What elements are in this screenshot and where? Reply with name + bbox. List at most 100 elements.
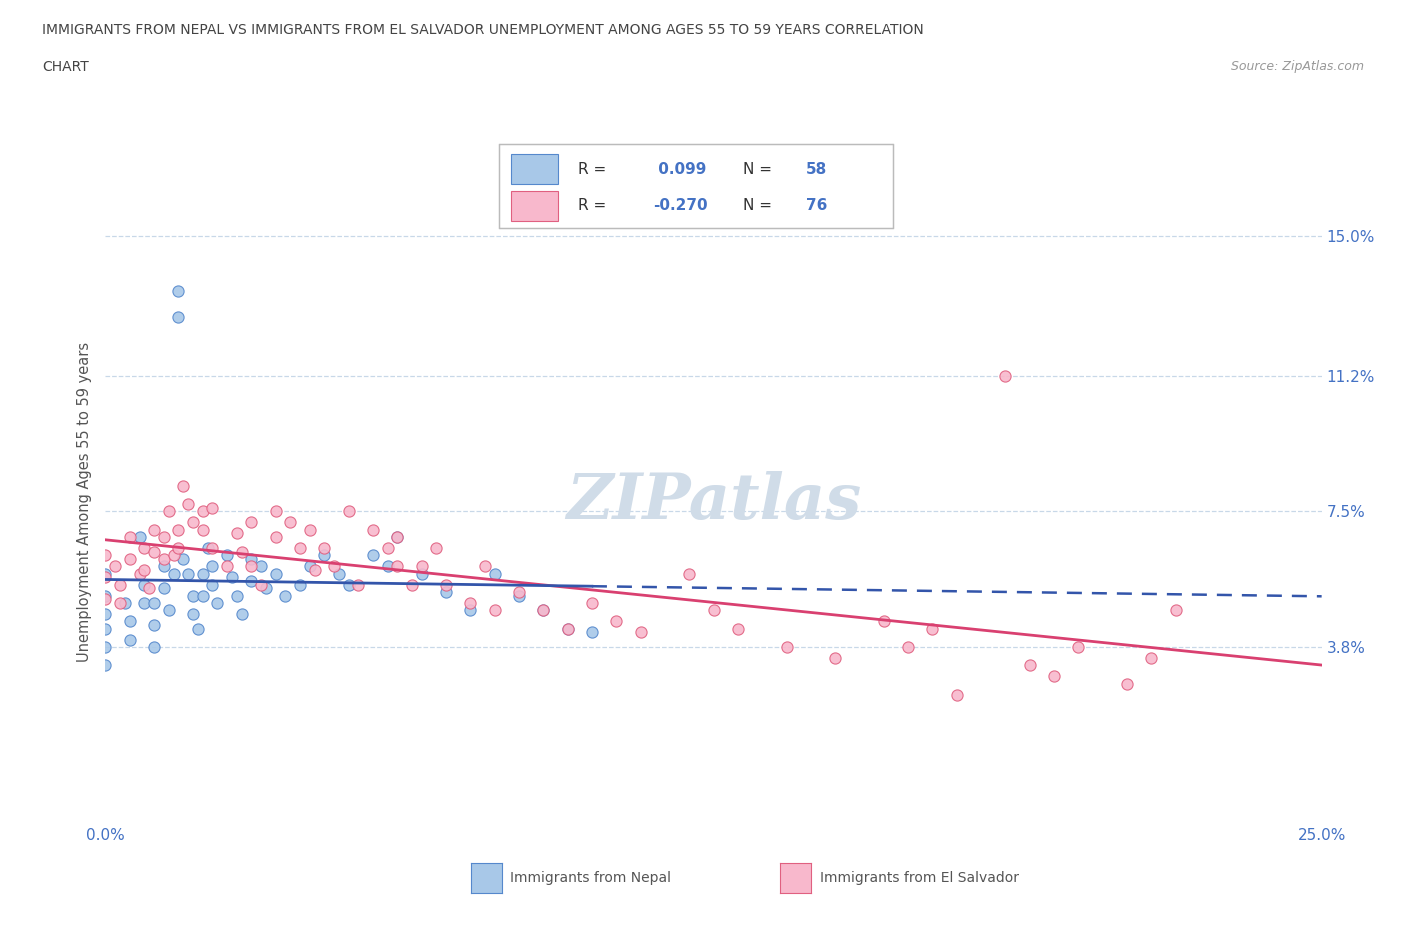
Text: Immigrants from El Salvador: Immigrants from El Salvador: [820, 870, 1019, 885]
Point: [361, 523, 384, 538]
Point: [167, 523, 190, 538]
Point: [181, 515, 204, 530]
Point: [274, 589, 297, 604]
Point: [337, 578, 360, 592]
Point: [181, 589, 204, 604]
Text: 0.099: 0.099: [652, 162, 706, 177]
Point: [134, 540, 156, 555]
Point: [531, 603, 554, 618]
Point: [153, 529, 176, 544]
Point: [298, 523, 321, 538]
Point: [921, 621, 943, 636]
Point: [1116, 676, 1139, 691]
Point: [508, 585, 530, 600]
Point: [94, 566, 117, 581]
Point: [221, 570, 243, 585]
Point: [225, 589, 247, 604]
Point: [531, 603, 554, 618]
Point: [172, 478, 194, 493]
Point: [162, 548, 184, 563]
Point: [157, 603, 180, 618]
Point: [94, 570, 117, 585]
Point: [702, 603, 725, 618]
Point: [240, 515, 263, 530]
Point: [134, 578, 156, 592]
Point: [138, 581, 160, 596]
Point: [201, 559, 224, 574]
Text: Source: ZipAtlas.com: Source: ZipAtlas.com: [1230, 60, 1364, 73]
Text: -0.270: -0.270: [652, 198, 707, 213]
Point: [191, 566, 214, 581]
Point: [377, 540, 399, 555]
Point: [557, 621, 579, 636]
Point: [240, 574, 263, 589]
Text: ZIPatlas: ZIPatlas: [567, 472, 860, 533]
Point: [118, 551, 141, 566]
Point: [143, 595, 166, 610]
Point: [104, 559, 127, 574]
Point: [254, 581, 277, 596]
Point: [217, 548, 239, 563]
Point: [605, 614, 627, 629]
Point: [153, 581, 176, 596]
Point: [314, 540, 336, 555]
FancyBboxPatch shape: [510, 154, 558, 184]
Point: [508, 589, 530, 604]
Point: [458, 603, 481, 618]
Point: [143, 618, 166, 632]
Y-axis label: Unemployment Among Ages 55 to 59 years: Unemployment Among Ages 55 to 59 years: [77, 342, 93, 662]
Point: [1043, 669, 1066, 684]
Point: [225, 526, 247, 541]
Point: [240, 551, 263, 566]
Point: [143, 523, 166, 538]
Point: [581, 625, 603, 640]
Point: [337, 504, 360, 519]
Point: [177, 566, 200, 581]
Point: [187, 621, 209, 636]
Point: [264, 529, 287, 544]
Point: [118, 529, 141, 544]
Point: [361, 548, 384, 563]
Point: [264, 504, 287, 519]
Point: [143, 640, 166, 655]
Point: [314, 548, 336, 563]
Point: [172, 551, 194, 566]
Point: [945, 687, 967, 702]
Point: [128, 566, 150, 581]
Point: [458, 595, 481, 610]
Point: [387, 529, 409, 544]
Point: [197, 540, 219, 555]
Point: [108, 578, 131, 592]
Point: [557, 621, 579, 636]
Point: [328, 566, 350, 581]
Text: R =: R =: [578, 162, 612, 177]
Point: [108, 595, 131, 610]
Point: [94, 548, 117, 563]
Text: 58: 58: [806, 162, 828, 177]
Point: [994, 368, 1017, 383]
Point: [217, 559, 239, 574]
Point: [162, 566, 184, 581]
Point: [207, 595, 229, 610]
Point: [298, 559, 321, 574]
Point: [1018, 658, 1040, 672]
Point: [377, 559, 399, 574]
Text: CHART: CHART: [42, 60, 89, 74]
Point: [231, 544, 253, 559]
Point: [181, 606, 204, 621]
Point: [387, 529, 409, 544]
Point: [1164, 603, 1187, 618]
Point: [678, 566, 700, 581]
Point: [201, 540, 224, 555]
Point: [167, 284, 190, 299]
Point: [1067, 640, 1090, 655]
Point: [157, 504, 180, 519]
Point: [94, 640, 117, 655]
Point: [581, 595, 603, 610]
Point: [484, 566, 506, 581]
Point: [250, 578, 273, 592]
Point: [167, 310, 190, 325]
Point: [94, 591, 117, 606]
Point: [128, 529, 150, 544]
Point: [94, 658, 117, 672]
